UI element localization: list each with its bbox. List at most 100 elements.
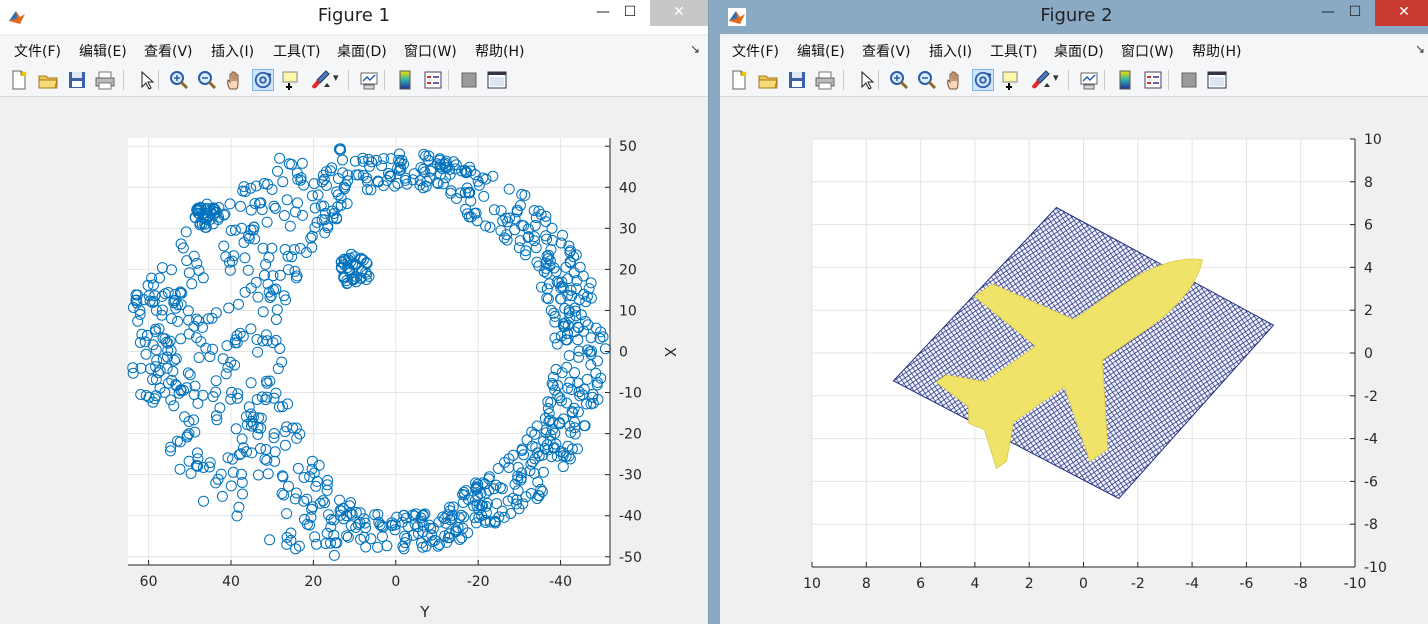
print-icon[interactable] bbox=[814, 69, 836, 91]
scatter-point bbox=[214, 402, 226, 414]
new-figure-icon[interactable] bbox=[8, 69, 30, 91]
scatter-point bbox=[441, 536, 453, 548]
colorbar-icon[interactable] bbox=[394, 69, 416, 91]
scatter-point bbox=[197, 321, 208, 333]
close-button[interactable]: ✕ bbox=[1375, 0, 1428, 26]
toolbar-separator bbox=[123, 70, 124, 90]
scatter-point bbox=[503, 183, 515, 195]
title-bar[interactable]: Figure 2 — ☐ ✕ bbox=[720, 0, 1428, 34]
data-cursor-icon[interactable] bbox=[280, 69, 302, 91]
menu-window[interactable]: 窗口(W) bbox=[1121, 44, 1174, 60]
open-file-icon[interactable] bbox=[757, 69, 779, 91]
hide-plot-tools-icon[interactable] bbox=[1178, 69, 1200, 91]
scatter-point bbox=[498, 232, 510, 244]
scatter-point bbox=[222, 452, 234, 464]
menu-tools[interactable]: 工具(T) bbox=[273, 44, 321, 60]
menu-view[interactable]: 查看(V) bbox=[144, 44, 193, 60]
x-tick-label: -2 bbox=[1131, 576, 1145, 592]
save-icon[interactable] bbox=[786, 69, 808, 91]
link-plot-icon[interactable] bbox=[358, 69, 380, 91]
scatter-point bbox=[166, 313, 177, 325]
scatter-point bbox=[210, 410, 222, 422]
dock-arrow-icon[interactable]: ↘ bbox=[689, 42, 700, 56]
scatter-point bbox=[270, 314, 282, 325]
scatter-point bbox=[226, 386, 238, 398]
close-button[interactable]: ✕ bbox=[650, 0, 708, 26]
scatter-point bbox=[341, 530, 353, 542]
rotate-3d-icon[interactable] bbox=[252, 69, 274, 91]
menu-edit[interactable]: 编辑(E) bbox=[797, 44, 845, 60]
brush-dropdown-arrow-icon[interactable]: ▾ bbox=[1053, 71, 1059, 84]
scatter-chart[interactable]: 60 40 20 0 -20 -40 50 40 30 20 10 0 -10 -20 -30 -40 -50 Y… bbox=[0, 97, 708, 624]
scatter-point bbox=[144, 295, 156, 307]
menu-view[interactable]: 查看(V) bbox=[862, 44, 911, 60]
brush-icon[interactable] bbox=[309, 69, 331, 91]
save-icon[interactable] bbox=[66, 69, 88, 91]
rotate-3d-icon[interactable] bbox=[972, 69, 994, 91]
scatter-point bbox=[465, 211, 477, 223]
minimize-button[interactable]: — bbox=[1321, 4, 1335, 20]
menu-file[interactable]: 文件(F) bbox=[732, 44, 779, 60]
scatter-point bbox=[267, 270, 279, 282]
menu-help[interactable]: 帮助(H) bbox=[475, 44, 525, 60]
y-tick-label: 8 bbox=[1364, 175, 1373, 191]
scatter-point bbox=[473, 179, 485, 191]
menu-insert[interactable]: 插入(I) bbox=[929, 44, 973, 60]
scatter-point bbox=[569, 428, 581, 440]
show-plot-tools-icon[interactable] bbox=[486, 69, 508, 91]
hide-plot-tools-icon[interactable] bbox=[458, 69, 480, 91]
scatter-point bbox=[538, 435, 550, 447]
pointer-icon[interactable] bbox=[855, 69, 877, 91]
scatter-point bbox=[439, 513, 451, 525]
scatter-point bbox=[570, 249, 582, 261]
maximize-button[interactable]: ☐ bbox=[623, 4, 637, 20]
scatter-point bbox=[345, 520, 357, 532]
show-plot-tools-icon[interactable] bbox=[1206, 69, 1228, 91]
scatter-point bbox=[165, 441, 177, 453]
menu-help[interactable]: 帮助(H) bbox=[1192, 44, 1242, 60]
maximize-button[interactable]: ☐ bbox=[1348, 4, 1362, 20]
menu-insert[interactable]: 插入(I) bbox=[211, 44, 255, 60]
open-file-icon[interactable] bbox=[37, 69, 59, 91]
legend-icon[interactable] bbox=[1142, 69, 1164, 91]
scatter-point bbox=[465, 195, 477, 207]
zoom-out-icon[interactable] bbox=[916, 69, 938, 91]
scatter-point bbox=[419, 508, 431, 520]
title-bar[interactable]: Figure 1 — ☐ ✕ bbox=[0, 0, 708, 34]
scatter-point bbox=[565, 257, 576, 269]
menu-desktop[interactable]: 桌面(D) bbox=[1054, 44, 1104, 60]
new-figure-icon[interactable] bbox=[728, 69, 750, 91]
link-plot-icon[interactable] bbox=[1078, 69, 1100, 91]
zoom-in-icon[interactable] bbox=[888, 69, 910, 91]
scatter-point bbox=[544, 435, 556, 447]
print-icon[interactable] bbox=[94, 69, 116, 91]
pointer-icon[interactable] bbox=[135, 69, 157, 91]
brush-icon[interactable] bbox=[1029, 69, 1051, 91]
toolbar-separator bbox=[1168, 70, 1169, 90]
scatter-point bbox=[564, 376, 576, 388]
scatter-point bbox=[191, 257, 203, 269]
menu-edit[interactable]: 编辑(E) bbox=[79, 44, 127, 60]
brush-dropdown-arrow-icon[interactable]: ▾ bbox=[333, 71, 339, 84]
zoom-in-icon[interactable] bbox=[168, 69, 190, 91]
menu-file[interactable]: 文件(F) bbox=[14, 44, 61, 60]
legend-icon[interactable] bbox=[422, 69, 444, 91]
zoom-out-icon[interactable] bbox=[196, 69, 218, 91]
scatter-point bbox=[530, 242, 542, 254]
minimize-button[interactable]: — bbox=[596, 4, 610, 20]
pan-icon[interactable] bbox=[224, 69, 246, 91]
y-tick-label: -4 bbox=[1364, 432, 1378, 448]
colorbar-icon[interactable] bbox=[1114, 69, 1136, 91]
scatter-point bbox=[202, 210, 214, 222]
data-cursor-icon[interactable] bbox=[1000, 69, 1022, 91]
scatter-point bbox=[301, 518, 313, 530]
dock-arrow-icon[interactable]: ↘ bbox=[1414, 42, 1425, 56]
heatmap-chart[interactable]: 10 8 6 4 2 0 -2 -4 -6 -8 -10 10 8 6 4 2 0 -2 -4 -6 -8 -10 bbox=[720, 97, 1428, 624]
scatter-point bbox=[389, 519, 401, 531]
menu-tools[interactable]: 工具(T) bbox=[990, 44, 1038, 60]
menu-desktop[interactable]: 桌面(D) bbox=[337, 44, 387, 60]
scatter-point bbox=[461, 208, 473, 220]
pan-icon[interactable] bbox=[944, 69, 966, 91]
scatter-point bbox=[320, 166, 332, 178]
menu-window[interactable]: 窗口(W) bbox=[404, 44, 457, 60]
